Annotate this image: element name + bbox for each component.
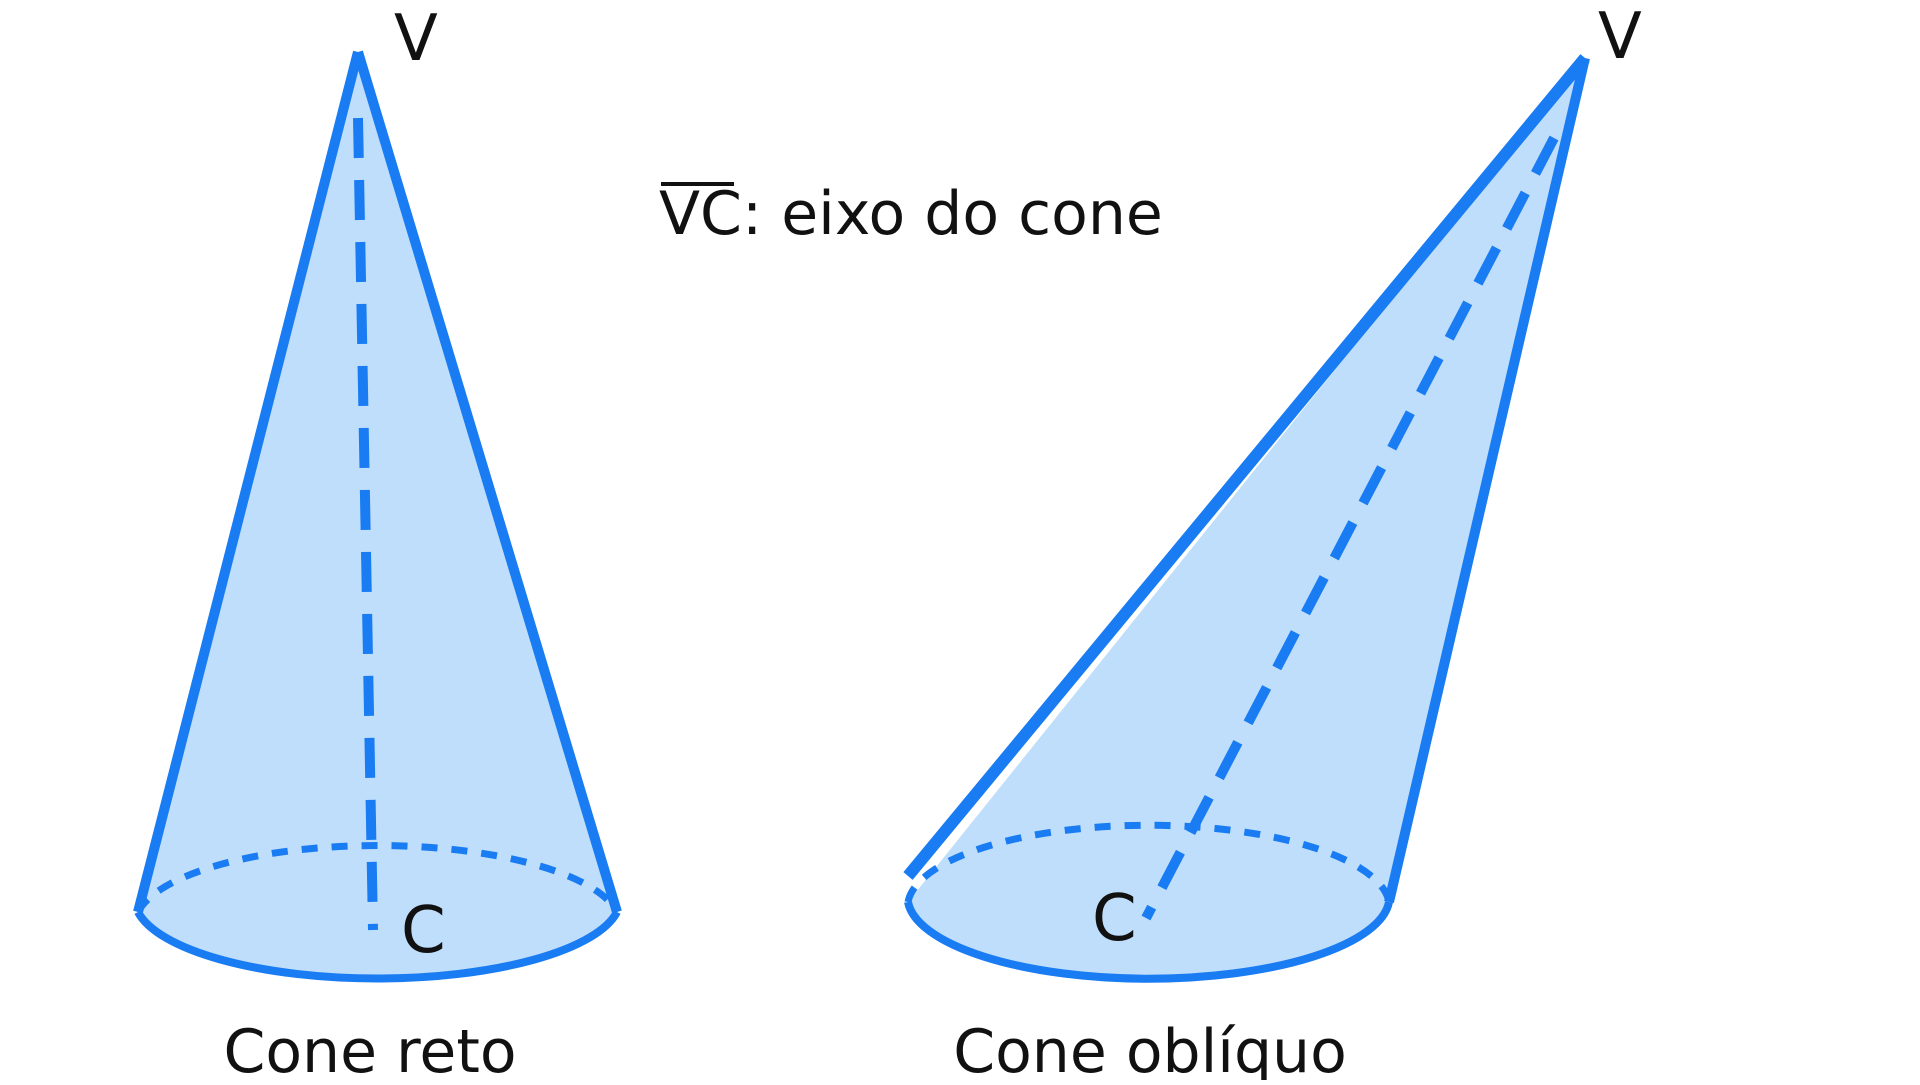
legend-segment-name: VC: [659, 179, 742, 249]
axis-legend-text: VC: eixo do cone: [659, 179, 1163, 249]
oblique-cone-center-label: C: [1092, 882, 1137, 956]
oblique-cone-body: [908, 58, 1585, 979]
right-cone: V C Cone reto: [133, 2, 622, 1085]
right-cone-vertex-label: V: [394, 2, 438, 76]
oblique-cone-left-edge: [903, 54, 1590, 880]
right-cone-body: [138, 52, 617, 979]
legend-description: : eixo do cone: [742, 179, 1163, 249]
right-cone-base-front: [134, 910, 621, 983]
right-cone-axis: [353, 117, 378, 931]
oblique-cone-vertex-label: V: [1598, 0, 1642, 74]
oblique-cone-right-edge: [1384, 56, 1590, 904]
axis-legend: VC: eixo do cone: [659, 179, 1163, 249]
right-cone-center-label: C: [401, 894, 446, 968]
oblique-cone-axis: [1141, 135, 1559, 921]
oblique-cone: V C Cone oblíquo: [903, 0, 1642, 1085]
oblique-cone-caption: Cone oblíquo: [953, 1017, 1347, 1080]
right-cone-left-edge: [133, 50, 363, 914]
right-cone-base-back: [134, 842, 621, 914]
right-cone-caption: Cone reto: [223, 1017, 516, 1080]
oblique-cone-base-front: [904, 901, 1393, 983]
right-cone-right-edge: [353, 50, 622, 914]
